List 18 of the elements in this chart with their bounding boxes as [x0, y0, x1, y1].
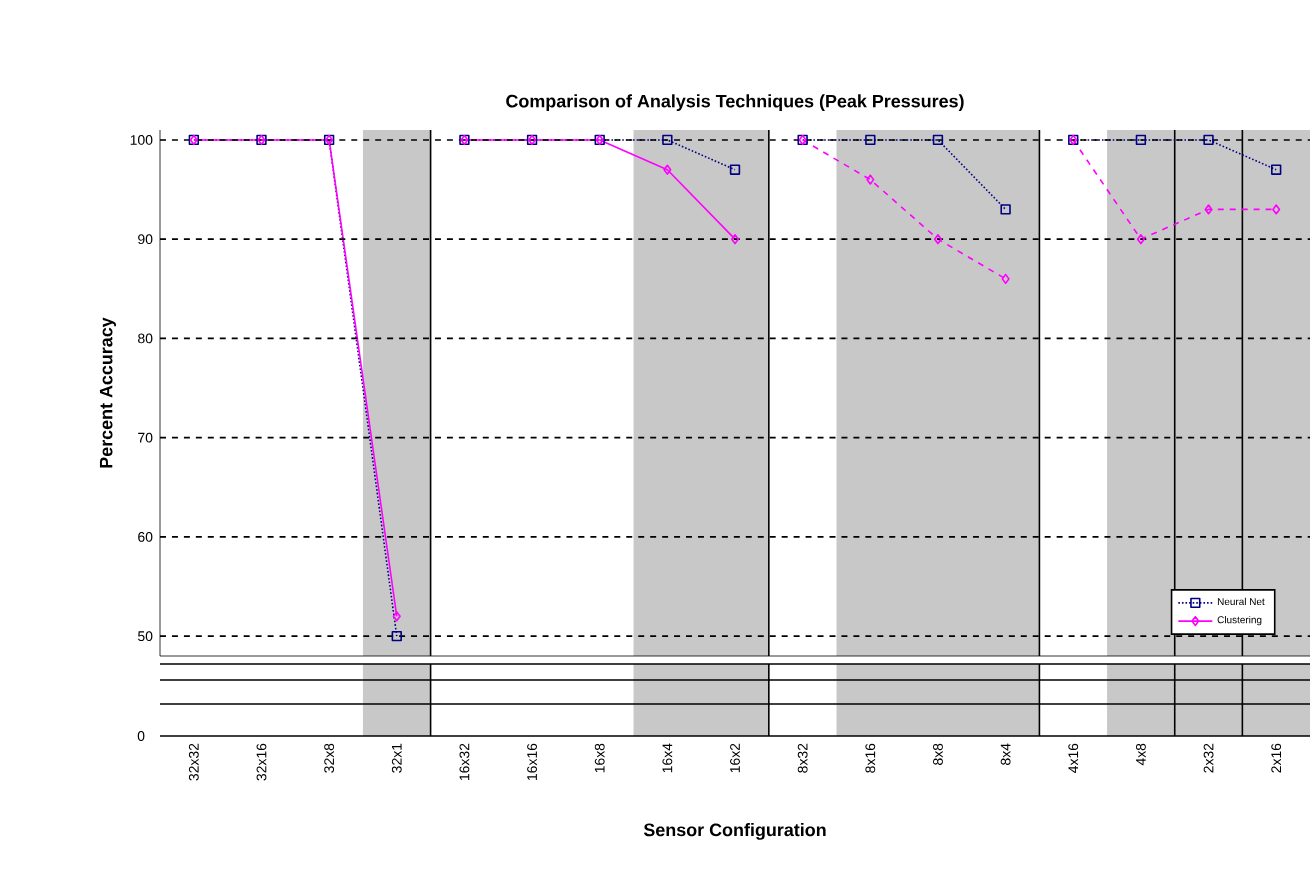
point: [729, 164, 741, 175]
point: [1272, 204, 1281, 215]
point: [1000, 204, 1011, 215]
point: [932, 134, 944, 146]
point: [1203, 134, 1214, 146]
chart-title: Comparison of Analysis Techniques (Peak Pressures): [506, 94, 964, 112]
point: [1136, 233, 1145, 245]
point: [1204, 204, 1213, 215]
point: [1135, 134, 1147, 146]
point: [865, 134, 876, 146]
point: [933, 233, 943, 245]
x-axis-title: Sensor Configuration: [643, 823, 826, 840]
point: [662, 134, 673, 146]
point: [1271, 164, 1282, 175]
point: [1001, 273, 1010, 285]
point: [391, 630, 402, 642]
y-axis-title: Percent Accuracy: [99, 317, 117, 468]
point: [866, 174, 875, 185]
